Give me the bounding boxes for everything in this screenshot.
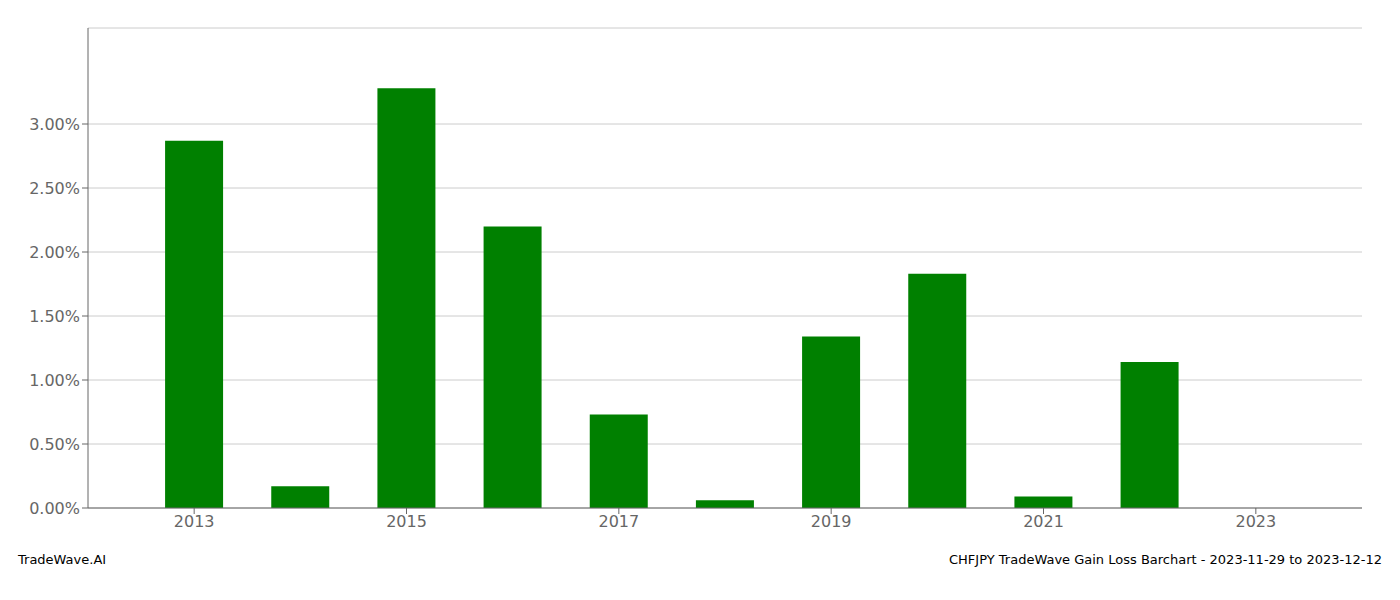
svg-text:2015: 2015	[386, 512, 427, 531]
html-text:TradeWave.AI: TradeWave.AI	[18, 552, 107, 567]
svg-text:2.00%: 2.00%	[29, 243, 80, 262]
svg-text:2019: 2019	[811, 512, 852, 531]
svg-text:1.50%: 1.50%	[29, 307, 80, 326]
svg-text:0.00%: 0.00%	[29, 499, 80, 518]
svg-text:0.50%: 0.50%	[29, 435, 80, 454]
svg-text:3.00%: 3.00%	[29, 115, 80, 134]
svg-text:2017: 2017	[598, 512, 639, 531]
svg-text:2021: 2021	[1023, 512, 1064, 531]
svg-text:2013: 2013	[174, 512, 215, 531]
svg-text:2.50%: 2.50%	[29, 179, 80, 198]
svg-text:2023: 2023	[1235, 512, 1276, 531]
html-text:CHFJPY TradeWave Gain Loss Bar: CHFJPY TradeWave Gain Loss Barchart - 20…	[949, 552, 1382, 567]
svg-text:1.00%: 1.00%	[29, 371, 80, 390]
